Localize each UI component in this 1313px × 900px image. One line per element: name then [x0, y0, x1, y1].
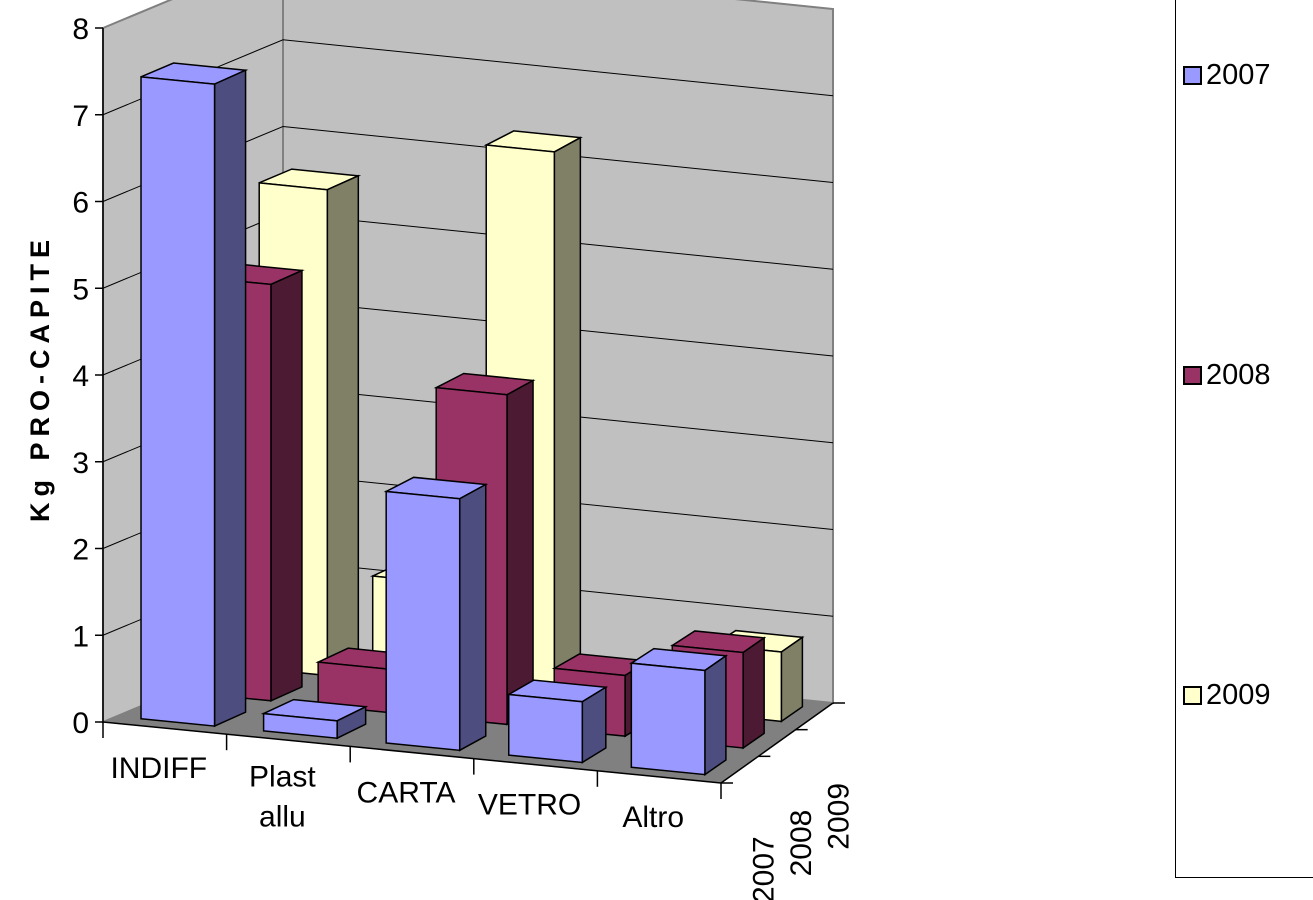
bar-2007-4: [629, 647, 729, 777]
legend-swatch: [1183, 686, 1202, 705]
chart: 0 1 2 3 4 5 6 7 8 INDIFF Plast allu CARTA VETRO Altro…: [25, 0, 856, 900]
category-label: VETRO: [478, 789, 581, 822]
y-tick-label: 2: [72, 534, 89, 567]
depth-label: 2008: [785, 810, 818, 877]
category-label: Plast: [249, 760, 316, 793]
legend-item-2009: 2009: [1183, 679, 1271, 712]
depth-label: 2007: [748, 836, 781, 900]
legend-label: 2007: [1206, 59, 1271, 91]
y-tick-label: 1: [72, 620, 89, 653]
y-tick-label: 0: [72, 707, 89, 740]
bar-side: [506, 379, 534, 726]
bar-side: [553, 136, 582, 700]
bar-2007-3: [506, 679, 609, 764]
bar-2007-2: [383, 476, 489, 752]
category-label: CARTA: [357, 777, 456, 810]
category-labels: INDIFF Plast allu CARTA VETRO Altro: [110, 752, 684, 834]
legend-label: 2008: [1206, 359, 1271, 391]
legend-item-2007: 2007: [1183, 59, 1271, 92]
bar-side: [780, 635, 804, 723]
depth-axis-line: [720, 702, 834, 784]
legend-label: 2009: [1206, 679, 1271, 711]
bar-front: [385, 490, 461, 752]
bar-side: [213, 69, 247, 728]
category-label: allu: [259, 800, 306, 833]
y-tick-label: 8: [72, 13, 89, 46]
bar-2007-0: [140, 62, 249, 728]
legend-swatch: [1183, 66, 1202, 85]
bar-front: [508, 693, 584, 764]
category-label: INDIFF: [110, 752, 207, 785]
y-tick-labels: 0 1 2 3 4 5 6 7 8: [72, 13, 89, 740]
series-2007: [140, 62, 729, 777]
y-tick-label: 3: [72, 447, 89, 480]
bar-side: [326, 174, 360, 677]
bar-side: [704, 654, 727, 777]
legend-item-2008: 2008: [1183, 359, 1271, 392]
bars: [140, 62, 805, 777]
y-axis-label: Kg PRO-CAPITE: [25, 234, 55, 522]
bar-side: [742, 636, 765, 750]
bar-front: [630, 662, 706, 776]
bar-front: [140, 76, 216, 727]
depth-labels: 2007 2008 2009: [748, 783, 856, 900]
bar-side: [270, 269, 303, 702]
axes: [95, 27, 845, 799]
legend-swatch: [1183, 366, 1202, 385]
y-tick-label: 6: [72, 187, 89, 220]
y-tick-label: 4: [72, 360, 89, 393]
bar-2007-1: [260, 698, 369, 740]
category-label: Altro: [622, 801, 684, 834]
bar-front: [262, 712, 338, 740]
y-tick-label: 5: [72, 273, 89, 306]
x-axis-line: [102, 721, 722, 784]
y-tick-label: 7: [72, 100, 89, 133]
depth-label: 2009: [822, 783, 855, 850]
legend: 2007 2008 2009: [1175, 0, 1313, 878]
bar-side: [458, 483, 487, 752]
